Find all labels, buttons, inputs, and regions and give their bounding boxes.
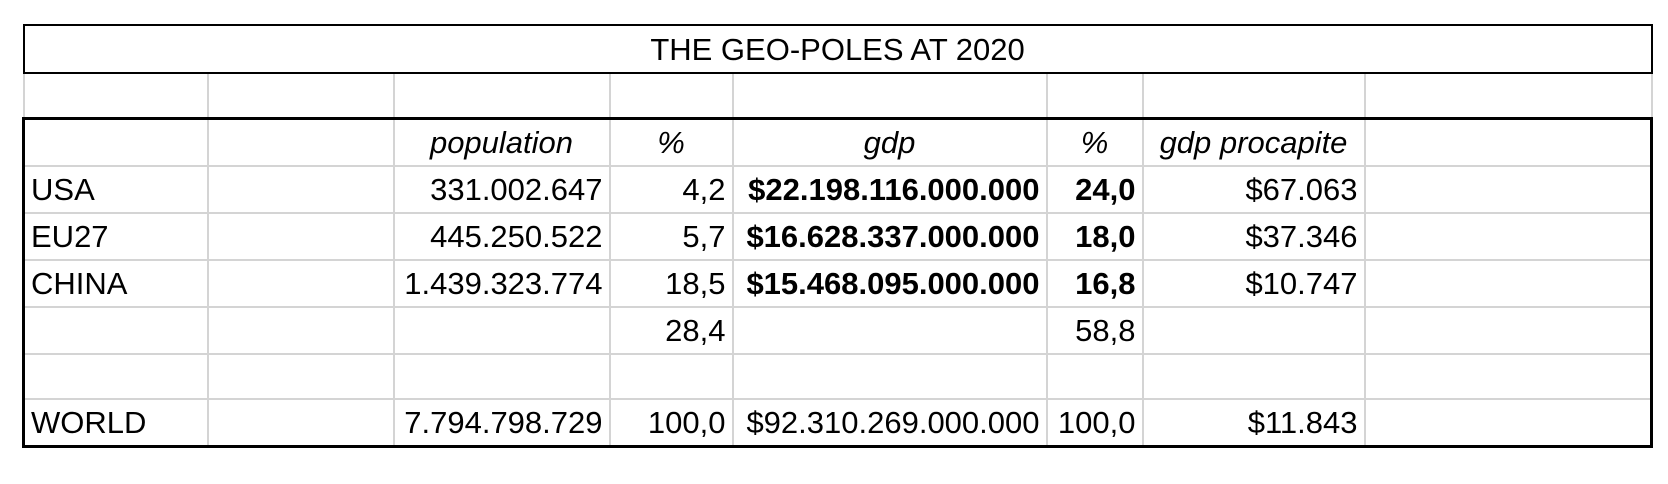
row-label[interactable]: USA: [22, 164, 209, 214]
cell[interactable]: [1141, 352, 1366, 400]
header-gdp-procapite[interactable]: gdp procapite: [1141, 116, 1366, 167]
cell[interactable]: [206, 258, 395, 308]
header-population[interactable]: population: [392, 116, 611, 167]
pct-population-cell[interactable]: 100,0: [608, 397, 734, 448]
subtotal-pct-gdp[interactable]: 58,8: [1045, 305, 1144, 355]
cell[interactable]: [1045, 72, 1144, 119]
geo-poles-table: THE GEO-POLES AT 2020 population % gdp %…: [22, 24, 1654, 448]
cell[interactable]: [1363, 258, 1654, 308]
cell[interactable]: [1363, 116, 1654, 167]
gdp-cell[interactable]: $92.310.269.000.000: [731, 397, 1048, 448]
cell[interactable]: [1363, 72, 1653, 119]
row-label[interactable]: EU27: [22, 211, 209, 261]
cell[interactable]: [22, 116, 209, 167]
cell[interactable]: [206, 305, 395, 355]
cell[interactable]: [206, 352, 395, 400]
cell[interactable]: [206, 164, 395, 214]
spacer-row: [22, 72, 1653, 119]
gdp-procapite-cell[interactable]: $10.747: [1141, 258, 1366, 308]
header-row: population % gdp % gdp procapite: [22, 116, 1654, 167]
pct-population-cell[interactable]: 5,7: [608, 211, 734, 261]
row-label[interactable]: CHINA: [22, 258, 209, 308]
cell[interactable]: [608, 352, 734, 400]
subtotal-row: 28,4 58,8: [22, 305, 1654, 355]
cell[interactable]: [731, 352, 1048, 400]
cell[interactable]: [731, 305, 1048, 355]
pct-gdp-cell[interactable]: 18,0: [1045, 211, 1144, 261]
title-row: THE GEO-POLES AT 2020: [22, 24, 1653, 74]
table-row: CHINA 1.439.323.774 18,5 $15.468.095.000…: [22, 258, 1654, 308]
cell[interactable]: [22, 72, 209, 119]
cell[interactable]: [206, 72, 395, 119]
cell[interactable]: [608, 72, 734, 119]
population-cell[interactable]: 331.002.647: [392, 164, 611, 214]
header-pct-population[interactable]: %: [608, 116, 734, 167]
table-row: USA 331.002.647 4,2 $22.198.116.000.000 …: [22, 164, 1654, 214]
cell[interactable]: [392, 72, 611, 119]
header-gdp[interactable]: gdp: [731, 116, 1048, 167]
population-cell[interactable]: 7.794.798.729: [392, 397, 611, 448]
gdp-cell[interactable]: $16.628.337.000.000: [731, 211, 1048, 261]
cell[interactable]: [1363, 397, 1654, 448]
cell[interactable]: [206, 211, 395, 261]
cell[interactable]: [392, 305, 611, 355]
cell[interactable]: [206, 397, 395, 448]
population-cell[interactable]: 1.439.323.774: [392, 258, 611, 308]
gdp-procapite-cell[interactable]: $67.063: [1141, 164, 1366, 214]
cell[interactable]: [22, 305, 209, 355]
pct-population-cell[interactable]: 18,5: [608, 258, 734, 308]
cell[interactable]: [1363, 352, 1654, 400]
cell[interactable]: [1141, 305, 1366, 355]
gdp-cell[interactable]: $15.468.095.000.000: [731, 258, 1048, 308]
gdp-cell[interactable]: $22.198.116.000.000: [731, 164, 1048, 214]
table-row: EU27 445.250.522 5,7 $16.628.337.000.000…: [22, 211, 1654, 261]
gdp-procapite-cell[interactable]: $37.346: [1141, 211, 1366, 261]
cell[interactable]: [22, 352, 209, 400]
world-row: WORLD 7.794.798.729 100,0 $92.310.269.00…: [22, 397, 1654, 448]
pct-population-cell[interactable]: 4,2: [608, 164, 734, 214]
subtotal-pct-population[interactable]: 28,4: [608, 305, 734, 355]
cell[interactable]: [1363, 211, 1654, 261]
row-label[interactable]: WORLD: [22, 397, 209, 448]
table-title[interactable]: THE GEO-POLES AT 2020: [22, 24, 1653, 74]
cell[interactable]: [392, 352, 611, 400]
cell[interactable]: [1141, 72, 1366, 119]
cell[interactable]: [206, 116, 395, 167]
cell[interactable]: [1363, 305, 1654, 355]
pct-gdp-cell[interactable]: 16,8: [1045, 258, 1144, 308]
pct-gdp-cell[interactable]: 100,0: [1045, 397, 1144, 448]
gdp-procapite-cell[interactable]: $11.843: [1141, 397, 1366, 448]
cell[interactable]: [731, 72, 1048, 119]
population-cell[interactable]: 445.250.522: [392, 211, 611, 261]
pct-gdp-cell[interactable]: 24,0: [1045, 164, 1144, 214]
empty-row: [22, 352, 1654, 400]
spreadsheet: THE GEO-POLES AT 2020 population % gdp %…: [22, 24, 1654, 460]
header-pct-gdp[interactable]: %: [1045, 116, 1144, 167]
cell[interactable]: [1363, 164, 1654, 214]
cell[interactable]: [1045, 352, 1144, 400]
